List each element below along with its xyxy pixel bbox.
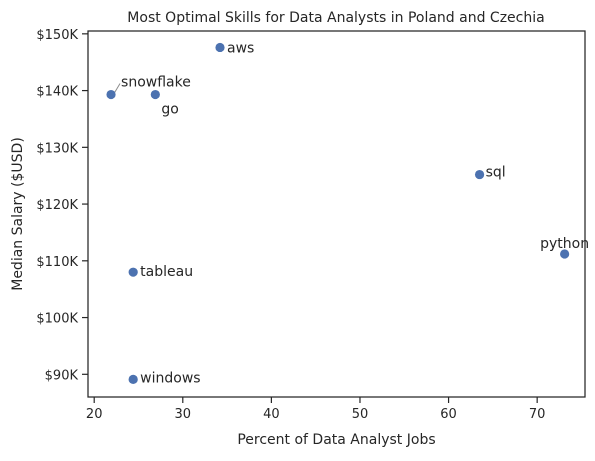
data-point-sql — [474, 169, 485, 180]
x-tick-label: 40 — [263, 407, 280, 422]
x-tick-label: 50 — [352, 407, 369, 422]
x-tick-label: 70 — [529, 407, 546, 422]
point-label-windows: windows — [140, 370, 200, 386]
chart-title: Most Optimal Skills for Data Analysts in… — [127, 10, 544, 26]
y-tick-label: $90K — [45, 368, 79, 383]
point-label-python: python — [540, 236, 589, 252]
annotations — [113, 83, 121, 94]
y-tick-label: $130K — [36, 141, 78, 156]
axes: 20 30 40 50 60 70 $90K $100K $110K $120K $130K $140… — [36, 28, 545, 422]
point-label-tableau: tableau — [140, 264, 193, 280]
x-tick-label: 20 — [86, 407, 103, 422]
label-leader-line — [113, 83, 121, 94]
point-label-aws: aws — [227, 40, 254, 56]
data-point-snowflake — [106, 89, 116, 100]
point-label-go: go — [161, 102, 178, 118]
x-tick-label: 30 — [175, 407, 192, 422]
x-tick-label: 60 — [440, 407, 457, 422]
point-labels: aws snowflake go sql python tableau windows — [121, 40, 589, 386]
y-tick-label: $150K — [36, 28, 78, 43]
data-points — [106, 42, 570, 385]
y-axis-label: Median Salary ($USD) — [10, 137, 26, 291]
point-label-snowflake: snowflake — [121, 75, 191, 91]
point-label-sql: sql — [486, 165, 506, 181]
data-point-aws — [215, 42, 225, 53]
y-tick-label: $140K — [36, 85, 78, 100]
data-point-tableau — [128, 267, 138, 277]
y-tick-label: $100K — [36, 312, 78, 327]
y-tick-label: $110K — [36, 255, 78, 270]
data-point-python — [560, 249, 570, 259]
data-point-go — [150, 89, 160, 100]
x-axis-label: Percent of Data Analyst Jobs — [237, 432, 435, 448]
data-point-windows — [128, 374, 138, 385]
plot-frame — [87, 30, 586, 398]
y-tick-label: $120K — [36, 198, 78, 213]
